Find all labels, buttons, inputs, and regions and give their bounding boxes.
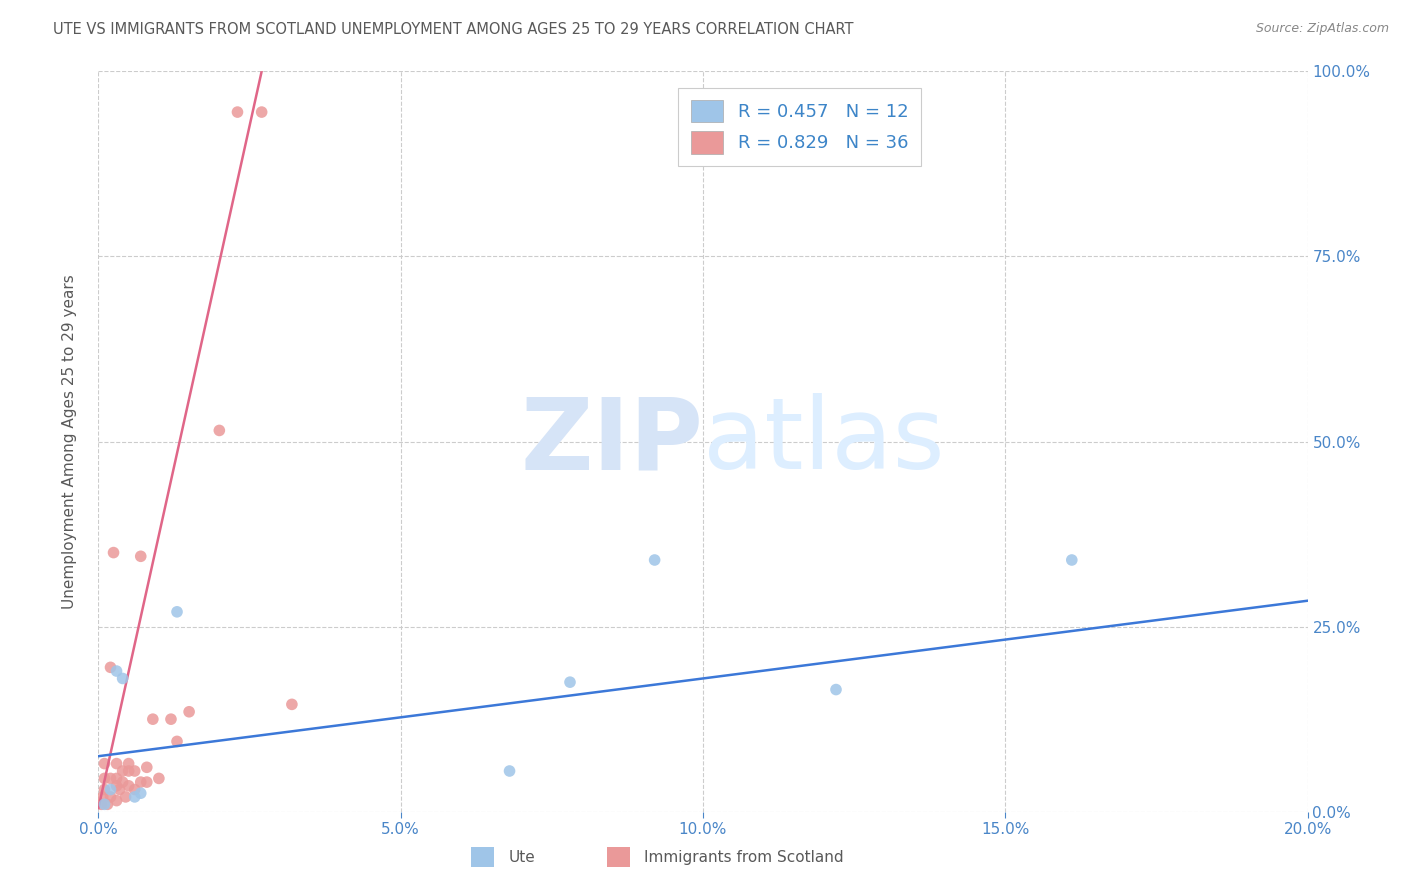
Point [100,660,122,674]
Point [142,712,165,726]
Text: Ute: Ute [509,850,536,864]
Point [124,782,146,797]
Point [91,789,114,804]
Point [1060,553,1083,567]
Point [118,779,141,793]
Point [160,712,183,726]
Point [166,605,188,619]
Point [825,682,848,697]
Point [129,549,152,564]
Point [105,756,128,771]
Point [90,797,112,812]
Y-axis label: Unemployment Among Ages 25 to 29 years: Unemployment Among Ages 25 to 29 years [62,274,77,609]
Point [100,789,122,804]
Point [118,764,141,778]
Point [100,782,122,797]
Point [148,772,170,786]
Point [105,664,128,678]
Point [111,764,134,778]
Point [118,756,141,771]
Point [498,764,520,778]
Point [93,772,115,786]
Legend: R = 0.457   N = 12, R = 0.829   N = 36: R = 0.457 N = 12, R = 0.829 N = 36 [678,87,921,166]
Point [111,775,134,789]
Point [96,797,118,812]
Point [644,553,666,567]
Point [100,772,122,786]
Point [103,546,125,560]
Point [105,772,128,786]
Point [114,789,136,804]
Point [108,782,131,797]
Point [129,775,152,789]
Point [135,760,157,774]
Text: UTE VS IMMIGRANTS FROM SCOTLAND UNEMPLOYMENT AMONG AGES 25 TO 29 YEARS CORRELATI: UTE VS IMMIGRANTS FROM SCOTLAND UNEMPLOY… [53,22,853,37]
Point [124,764,146,778]
Text: Source: ZipAtlas.com: Source: ZipAtlas.com [1256,22,1389,36]
Text: Immigrants from Scotland: Immigrants from Scotland [644,850,844,864]
Point [93,756,115,771]
Point [179,705,201,719]
Point [105,794,128,808]
Point [105,779,128,793]
Point [135,775,157,789]
Point [208,424,231,438]
Text: ZIP: ZIP [520,393,703,490]
Point [93,782,115,797]
Point [281,698,304,712]
Point [558,675,581,690]
Point [124,789,146,804]
Point [111,672,134,686]
Point [226,105,249,120]
Point [250,105,273,120]
Point [93,797,115,812]
Point [166,734,188,748]
Text: atlas: atlas [703,393,945,490]
Point [129,786,152,800]
